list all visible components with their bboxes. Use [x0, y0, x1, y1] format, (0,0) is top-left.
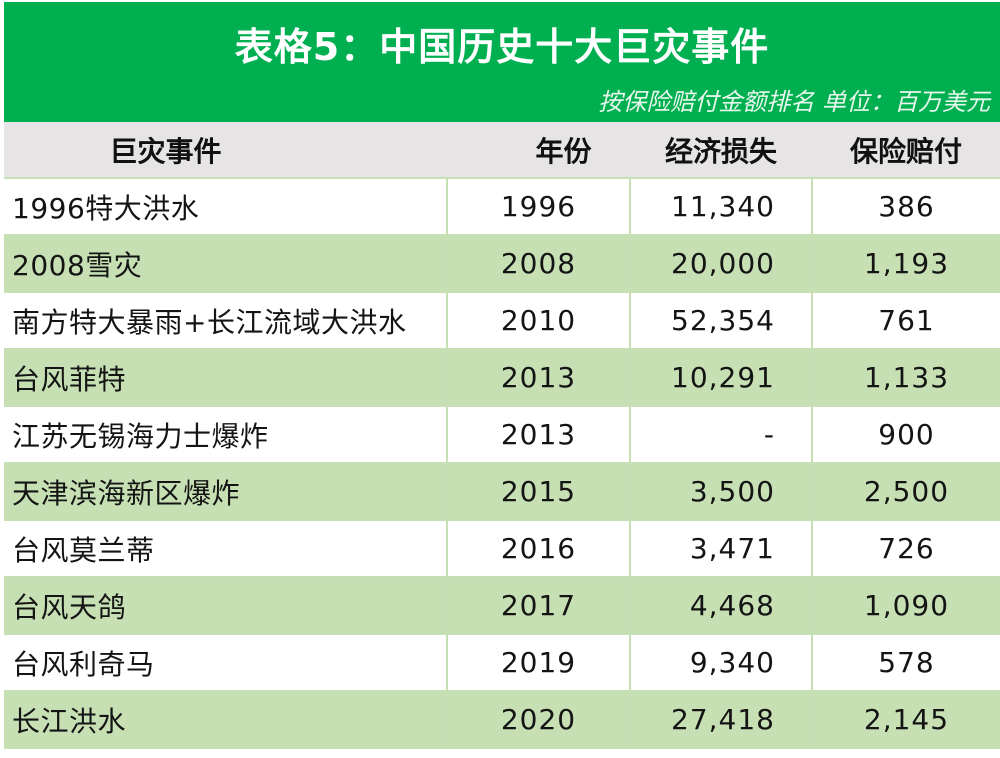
payout-cell: 2,145 — [812, 691, 1000, 749]
table-row: 江苏无锡海力士爆炸 2013 - 900 — [4, 406, 1000, 464]
event-cell: 江苏无锡海力士爆炸 — [4, 406, 448, 464]
table-row: 长江洪水 2020 27,418 2,145 — [4, 691, 1000, 749]
column-header-insurance-payout: 保险赔付 — [812, 122, 1000, 179]
loss-cell: 3,500 — [630, 463, 813, 521]
table-row: 南方特大暴雨+长江流域大洪水 2010 52,354 761 — [4, 292, 1000, 350]
event-cell: 长江洪水 — [4, 691, 448, 749]
loss-cell: 4,468 — [630, 577, 813, 635]
payout-cell: 761 — [812, 292, 1000, 350]
payout-cell: 726 — [812, 520, 1000, 578]
loss-cell: 3,471 — [630, 520, 813, 578]
year-cell: 2010 — [447, 292, 631, 350]
disaster-table-figure: 表格5：中国历史十大巨灾事件 按保险赔付金额排名 单位：百万美元 巨灾事件 年份… — [4, 2, 1000, 756]
year-cell: 2015 — [447, 463, 631, 521]
table-row: 台风菲特 2013 10,291 1,133 — [4, 349, 1000, 407]
payout-cell: 2,500 — [812, 463, 1000, 521]
loss-cell: 10,291 — [630, 349, 813, 407]
year-cell: 2017 — [447, 577, 631, 635]
year-cell: 1996 — [447, 178, 631, 236]
year-cell: 2008 — [447, 235, 631, 293]
payout-cell: 578 — [812, 634, 1000, 692]
event-cell: 台风菲特 — [4, 349, 448, 407]
payout-cell: 1,133 — [812, 349, 1000, 407]
loss-cell: 9,340 — [630, 634, 813, 692]
year-cell: 2013 — [447, 349, 631, 407]
payout-cell: 900 — [812, 406, 1000, 464]
loss-cell: 20,000 — [630, 235, 813, 293]
event-cell: 南方特大暴雨+长江流域大洪水 — [4, 292, 448, 350]
event-cell: 1996特大洪水 — [4, 178, 448, 236]
loss-cell: 52,354 — [630, 292, 813, 350]
table-row: 台风莫兰蒂 2016 3,471 726 — [4, 520, 1000, 578]
year-cell: 2019 — [447, 634, 631, 692]
table-row: 台风天鸽 2017 4,468 1,090 — [4, 577, 1000, 635]
loss-cell: 11,340 — [630, 178, 813, 236]
table-subtitle: 按保险赔付金额排名 单位：百万美元 — [598, 88, 990, 116]
year-cell: 2013 — [447, 406, 631, 464]
table-title: 表格5：中国历史十大巨灾事件 — [234, 25, 770, 69]
table-row: 1996特大洪水 1996 11,340 386 — [4, 178, 1000, 236]
loss-cell: - — [630, 406, 813, 464]
event-cell: 台风莫兰蒂 — [4, 520, 448, 578]
table-row: 天津滨海新区爆炸 2015 3,500 2,500 — [4, 463, 1000, 521]
column-header-event: 巨灾事件 — [4, 122, 447, 179]
column-header-year: 年份 — [447, 122, 630, 179]
title-banner: 表格5：中国历史十大巨灾事件 按保险赔付金额排名 单位：百万美元 — [4, 2, 1000, 122]
table-row: 2008雪灾 2008 20,000 1,193 — [4, 235, 1000, 293]
year-cell: 2016 — [447, 520, 631, 578]
payout-cell: 1,193 — [812, 235, 1000, 293]
table-row: 台风利奇马 2019 9,340 578 — [4, 634, 1000, 692]
payout-cell: 1,090 — [812, 577, 1000, 635]
event-cell: 台风天鸽 — [4, 577, 448, 635]
header-row: 巨灾事件 年份 经济损失 保险赔付 — [4, 122, 1000, 179]
year-cell: 2020 — [447, 691, 631, 749]
loss-cell: 27,418 — [630, 691, 813, 749]
event-cell: 2008雪灾 — [4, 235, 448, 293]
payout-cell: 386 — [812, 178, 1000, 236]
disaster-table: 巨灾事件 年份 经济损失 保险赔付 1996特大洪水 1996 11,340 3… — [4, 122, 1000, 749]
column-header-economic-loss: 经济损失 — [630, 122, 812, 179]
event-cell: 台风利奇马 — [4, 634, 448, 692]
event-cell: 天津滨海新区爆炸 — [4, 463, 448, 521]
